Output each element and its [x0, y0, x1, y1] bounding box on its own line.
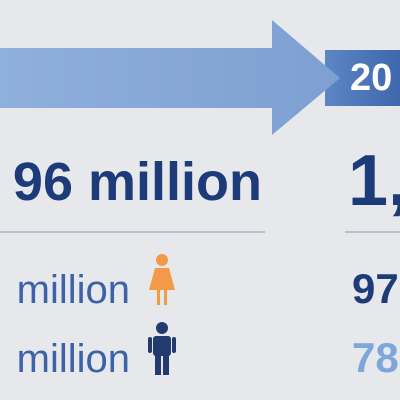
- arrow: [0, 20, 340, 135]
- total-before: 96 million: [13, 152, 262, 212]
- male-after: 78: [352, 334, 399, 381]
- male-icon: [148, 322, 176, 375]
- female-icon: [149, 254, 175, 305]
- total-after: 1,: [348, 141, 400, 221]
- female-before: million: [17, 268, 130, 312]
- female-after: 97: [352, 265, 399, 312]
- year-label: 20: [350, 57, 392, 99]
- male-before: million: [17, 337, 130, 381]
